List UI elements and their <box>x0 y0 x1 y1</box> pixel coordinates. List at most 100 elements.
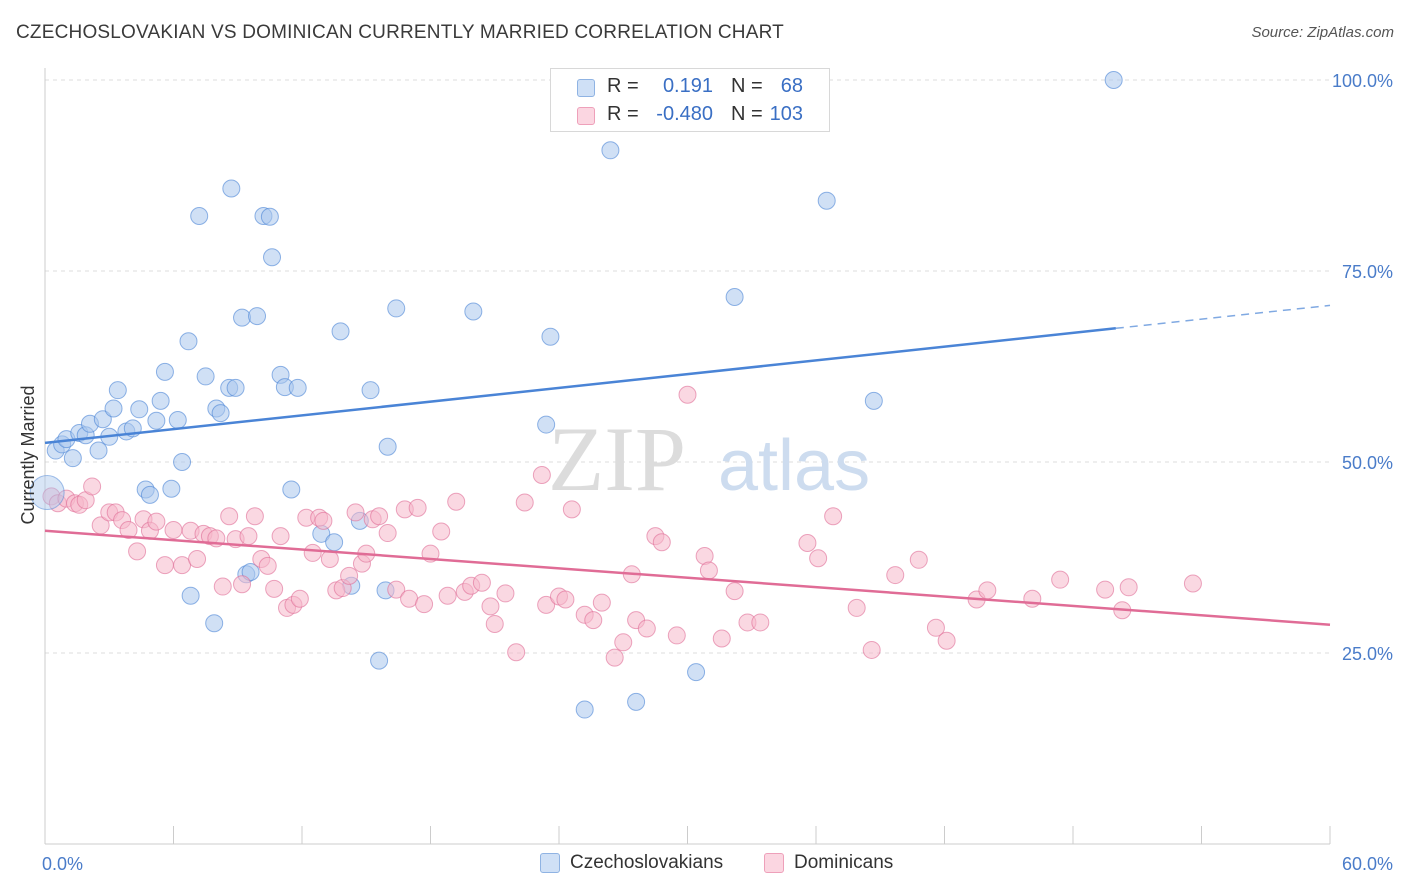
point-dominicans-69 <box>537 595 556 614</box>
legend-label: Czechoslovakians <box>570 852 724 873</box>
legend-r-value: -0.480 <box>656 103 713 125</box>
point-dominicans-93 <box>824 507 843 526</box>
point-dominicans-63 <box>481 597 500 616</box>
point-czechoslovakians-24 <box>179 332 198 351</box>
point-czechoslovakians-39 <box>263 248 282 267</box>
point-dominicans-94 <box>847 598 866 617</box>
legend-n-value: 68 <box>780 75 803 97</box>
point-dominicans-40 <box>314 511 333 530</box>
source-label: Source: ZipAtlas.com <box>1251 24 1394 41</box>
point-dominicans-75 <box>592 593 611 612</box>
stats-legend: R = 0.191 N = 68 R = -0.480 N = 103 <box>550 68 830 132</box>
point-czechoslovakians-35 <box>241 563 260 582</box>
legend-swatch-pink <box>764 853 784 873</box>
point-czechoslovakians-50 <box>370 651 389 670</box>
x-tick-label-1: 60.0% <box>1342 854 1393 874</box>
point-dominicans-12 <box>128 542 147 561</box>
point-dominicans-83 <box>667 626 686 645</box>
legend-row-czechoslovakians: R = 0.191 N = 68 <box>551 73 829 101</box>
point-czechoslovakians-42 <box>282 480 301 499</box>
point-czechoslovakians-large <box>29 475 65 511</box>
point-dominicans-55 <box>415 595 434 614</box>
point-czechoslovakians-3 <box>63 449 82 468</box>
point-dominicans-82 <box>652 533 671 552</box>
point-dominicans-67 <box>515 493 534 512</box>
point-czechoslovakians-60 <box>687 663 706 682</box>
point-czechoslovakians-7 <box>89 441 108 460</box>
point-dominicans-44 <box>340 566 359 585</box>
point-czechoslovakians-53 <box>387 299 406 318</box>
point-dominicans-29 <box>245 507 264 526</box>
point-dominicans-51 <box>387 580 406 599</box>
point-czechoslovakians-58 <box>601 141 620 160</box>
point-dominicans-96 <box>886 566 905 585</box>
point-czechoslovakians-18 <box>151 391 170 410</box>
point-dominicans-71 <box>556 590 575 609</box>
point-dominicans-99 <box>937 631 956 650</box>
point-dominicans-87 <box>712 629 731 648</box>
point-dominicans-80 <box>637 619 656 638</box>
point-czechoslovakians-45 <box>325 533 344 552</box>
point-czechoslovakians-10 <box>104 399 123 418</box>
legend-swatch-blue <box>577 79 595 97</box>
point-czechoslovakians-36 <box>248 307 267 326</box>
legend-r-label: R = <box>607 103 639 125</box>
point-czechoslovakians-31 <box>222 179 241 198</box>
point-dominicans-68 <box>532 465 551 484</box>
point-dominicans-16 <box>155 556 174 575</box>
point-dominicans-98 <box>926 618 945 637</box>
y-tick-label-2: 75.0% <box>1342 262 1393 282</box>
point-czechoslovakians-17 <box>147 411 166 430</box>
point-czechoslovakians-64 <box>1104 71 1123 89</box>
point-dominicans-25 <box>220 507 239 526</box>
x-tick-label-0: 0.0% <box>42 854 83 874</box>
point-dominicans-62 <box>472 573 491 592</box>
point-dominicans-24 <box>213 577 232 596</box>
point-czechoslovakians-29 <box>211 404 230 423</box>
point-dominicans-57 <box>432 522 451 541</box>
point-dominicans-88 <box>725 582 744 601</box>
legend-n-label: N = <box>731 75 763 97</box>
legend-swatch-pink <box>577 107 595 125</box>
point-czechoslovakians-55 <box>537 415 556 434</box>
point-czechoslovakians-11 <box>108 381 127 400</box>
point-dominicans-15 <box>147 512 166 531</box>
point-czechoslovakians-56 <box>541 327 560 346</box>
point-czechoslovakians-32 <box>226 378 245 397</box>
y-axis-label: Currently Married <box>18 385 38 524</box>
point-dominicans-86 <box>699 561 718 580</box>
point-dominicans-58 <box>438 586 457 605</box>
point-dominicans-36 <box>290 589 309 608</box>
legend-label: Dominicans <box>794 852 894 873</box>
point-dominicans-66 <box>507 643 526 662</box>
point-czechoslovakians-57 <box>575 700 594 719</box>
tick-labels: 25.0% 50.0% 75.0% 100.0% 0.0% 60.0% <box>42 71 1393 874</box>
point-dominicans-20 <box>188 550 207 569</box>
point-dominicans-104 <box>1096 580 1115 599</box>
point-czechoslovakians-43 <box>288 378 307 397</box>
legend-r-label: R = <box>607 75 639 97</box>
point-czechoslovakians-61 <box>725 287 744 306</box>
point-czechoslovakians-38 <box>260 207 279 226</box>
point-czechoslovakians-26 <box>196 367 215 386</box>
point-czechoslovakians-33 <box>233 308 252 327</box>
legend-swatch-blue <box>540 853 560 873</box>
point-dominicans-17 <box>164 520 183 539</box>
point-dominicans-54 <box>408 498 427 517</box>
trend-line-czechoslovakians <box>44 327 1116 445</box>
point-dominicans-103 <box>1051 570 1070 589</box>
point-dominicans-106 <box>1119 578 1138 597</box>
point-dominicans-84 <box>678 385 697 404</box>
point-dominicans-27 <box>233 575 252 594</box>
legend-row-dominicans: R = -0.480 N = 103 <box>551 101 829 129</box>
point-dominicans-72 <box>562 500 581 519</box>
point-dominicans-31 <box>258 556 277 575</box>
legend-n-value: 103 <box>769 103 803 125</box>
trend-lines <box>44 304 1331 626</box>
point-dominicans-97 <box>909 550 928 569</box>
legend-n-label: N = <box>731 103 763 125</box>
trend-line-czechoslovakians-extension <box>1115 304 1331 330</box>
point-czechoslovakians-54 <box>464 302 483 321</box>
point-dominicans-38 <box>303 543 322 562</box>
